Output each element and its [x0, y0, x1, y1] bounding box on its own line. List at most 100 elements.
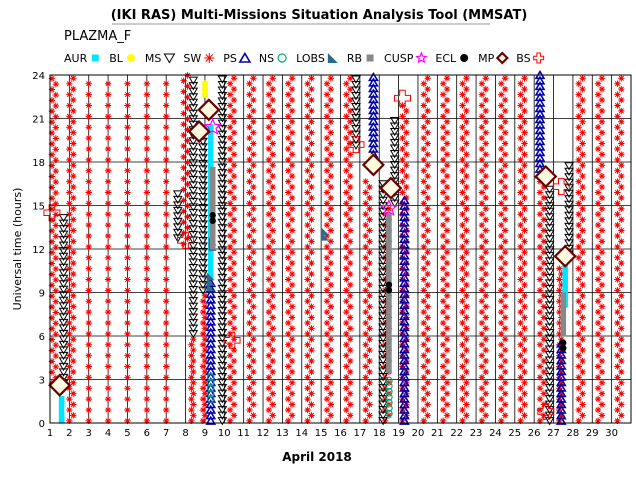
point-rb	[209, 183, 216, 190]
point-sw	[323, 221, 331, 229]
point-sw	[327, 162, 335, 169]
y-tick-label: 6	[39, 332, 45, 343]
point-ms	[188, 76, 199, 85]
point-sw	[70, 151, 77, 158]
point-sw	[285, 91, 292, 98]
point-sw	[246, 80, 253, 87]
point-sw	[323, 200, 331, 207]
point-sw	[285, 102, 292, 109]
point-sw	[265, 113, 273, 120]
point-sw	[501, 357, 509, 365]
point-ps	[399, 250, 410, 260]
point-sw	[288, 107, 296, 115]
point-sw	[327, 249, 335, 256]
point-ms	[564, 228, 574, 237]
point-sw	[521, 368, 528, 376]
point-sw	[594, 265, 602, 272]
point-sw	[614, 102, 621, 109]
point-sw	[48, 292, 56, 300]
point-sw	[614, 308, 621, 316]
point-sw	[285, 167, 292, 174]
point-sw	[308, 390, 315, 397]
point-sw	[575, 341, 582, 348]
point-ms	[217, 169, 228, 178]
point-sw	[399, 124, 406, 131]
point-sw	[323, 265, 331, 272]
point-ms	[351, 103, 361, 112]
point-ms	[564, 173, 574, 182]
point-sw	[459, 276, 466, 283]
point-sw	[594, 319, 602, 327]
point-ps	[534, 92, 546, 102]
point-sw	[478, 406, 486, 414]
point-sw	[124, 134, 131, 142]
point-sw	[614, 352, 621, 359]
point-sw	[501, 172, 509, 180]
point-ps	[399, 299, 410, 310]
point-sw	[323, 113, 331, 120]
point-sw	[478, 167, 486, 174]
point-sw	[463, 368, 470, 376]
point-sw	[285, 156, 292, 164]
point-sw	[201, 412, 209, 419]
point-ps	[399, 332, 410, 343]
point-sw	[269, 368, 276, 376]
point-sw	[230, 346, 238, 354]
point-ms	[378, 334, 388, 343]
point-sw	[420, 385, 427, 392]
point-sw	[70, 227, 77, 234]
point-sw	[250, 368, 257, 376]
point-sw	[618, 281, 625, 289]
point-sw	[614, 211, 621, 218]
point-sw	[246, 374, 253, 381]
point-sw	[343, 221, 350, 229]
point-sw	[540, 401, 548, 408]
point-sw	[199, 330, 207, 338]
point-sw	[614, 330, 621, 338]
point-sw	[399, 319, 406, 327]
point-sw	[575, 156, 582, 164]
point-sw	[575, 145, 582, 153]
point-sw	[598, 194, 606, 202]
point-rb	[560, 331, 567, 337]
point-ns	[206, 384, 215, 392]
point-sw	[403, 140, 410, 147]
point-sw	[594, 91, 602, 98]
point-sw	[459, 363, 466, 370]
point-sw	[48, 205, 56, 213]
point-sw	[517, 189, 524, 196]
point-sw	[420, 124, 427, 131]
point-sw	[482, 412, 489, 419]
point-ms	[58, 269, 69, 278]
point-sw	[540, 194, 548, 202]
point-sw	[226, 134, 234, 142]
point-sw	[230, 259, 238, 267]
point-sw	[498, 352, 505, 359]
point-sw	[265, 243, 273, 251]
point-sw	[163, 341, 170, 348]
point-sw	[501, 151, 509, 158]
point-sw	[226, 319, 234, 327]
point-sw	[459, 156, 466, 164]
point-sw	[327, 227, 335, 234]
point-ms	[564, 178, 574, 188]
point-sw	[265, 265, 273, 272]
point-rb	[209, 188, 216, 195]
point-sw	[308, 140, 315, 147]
point-sw	[517, 200, 524, 207]
point-sw	[226, 221, 234, 229]
point-sw	[285, 417, 292, 425]
point-sw	[362, 276, 369, 283]
point-sw	[403, 303, 410, 310]
point-sw	[104, 80, 112, 87]
point-ms	[188, 98, 199, 107]
point-sw	[536, 395, 544, 403]
point-sw	[327, 107, 335, 115]
point-sw	[201, 368, 209, 376]
point-sw	[598, 140, 606, 147]
point-sw	[246, 341, 253, 348]
point-sw	[463, 96, 470, 104]
point-sw	[501, 216, 509, 223]
point-sw	[536, 363, 544, 370]
point-sw	[385, 205, 393, 212]
